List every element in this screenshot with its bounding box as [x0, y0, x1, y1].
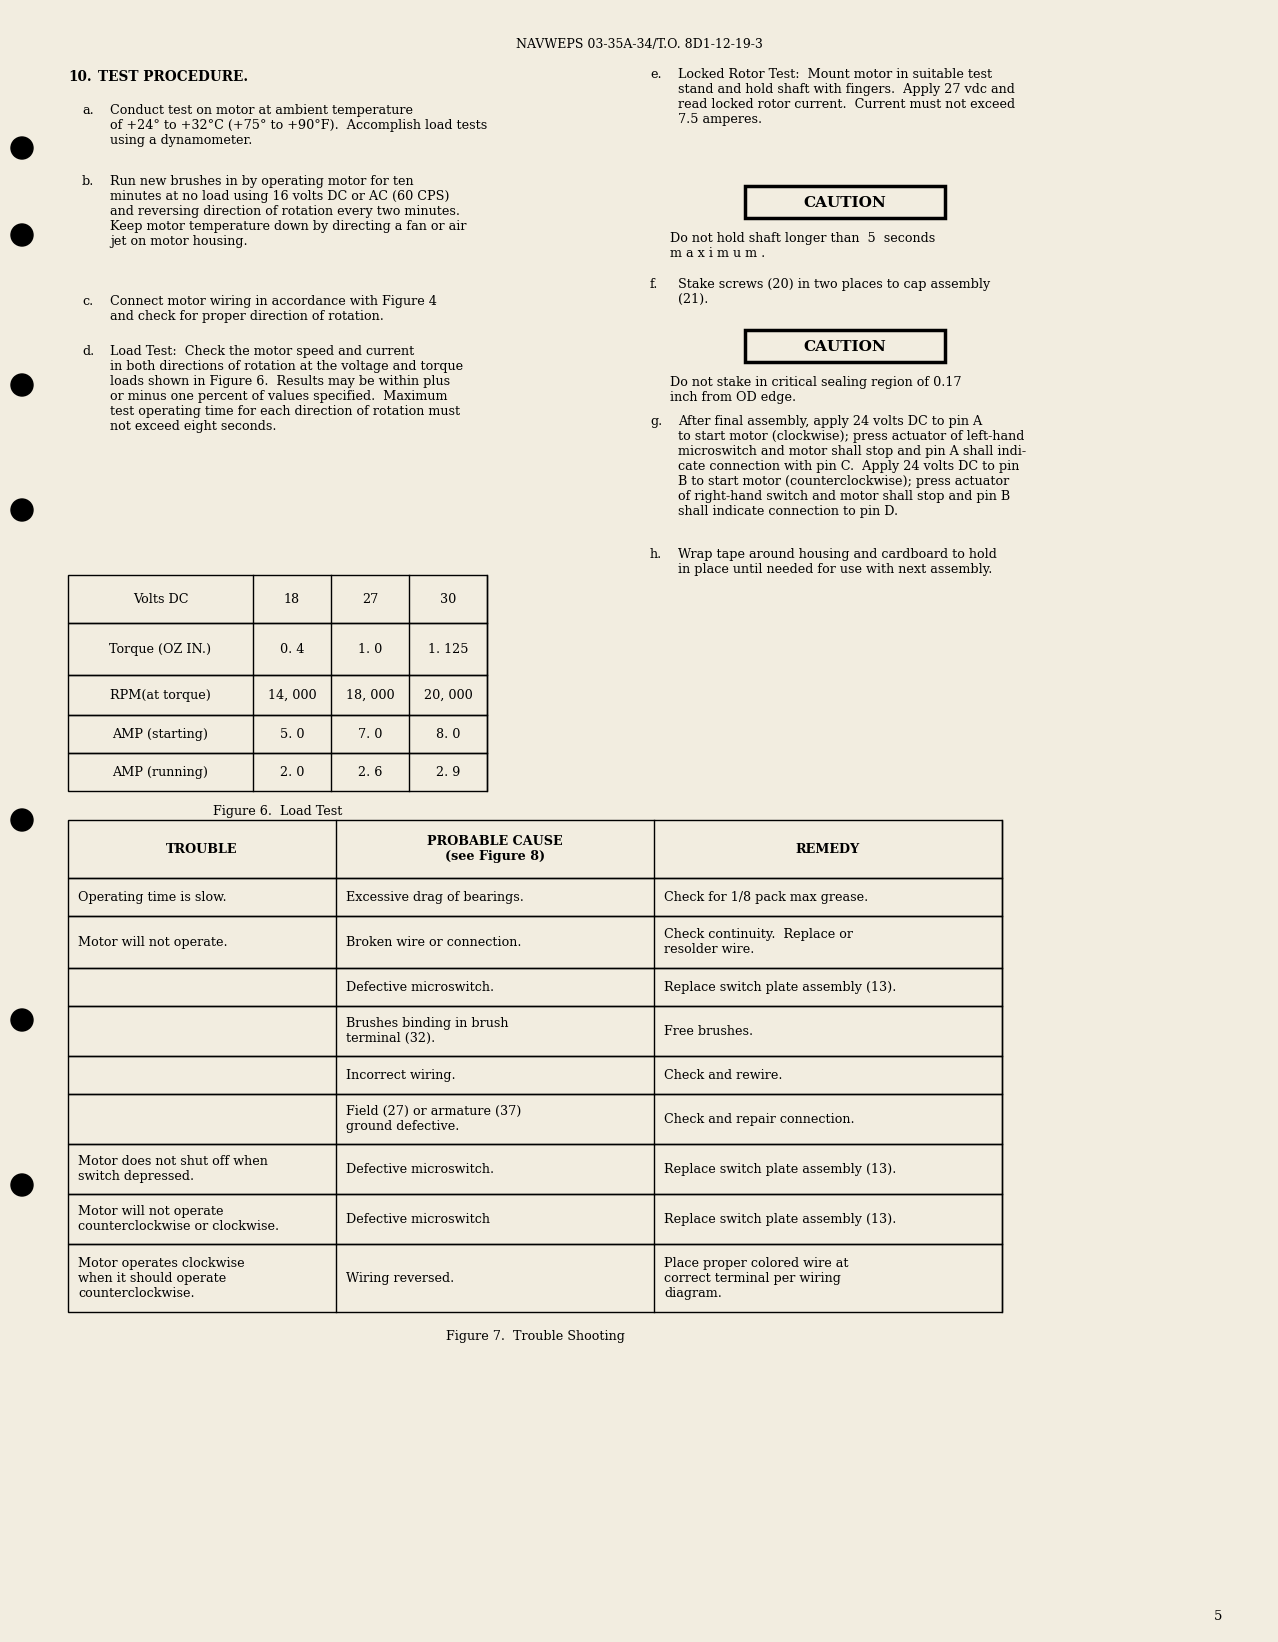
Text: PROBABLE CAUSE
(see Figure 8): PROBABLE CAUSE (see Figure 8): [427, 836, 562, 864]
Text: Operating time is slow.: Operating time is slow.: [78, 890, 226, 903]
Bar: [68, 1194, 1002, 1245]
Text: Volts DC: Volts DC: [133, 593, 188, 606]
Text: Motor will not operate
counterclockwise or clockwise.: Motor will not operate counterclockwise …: [78, 1205, 279, 1233]
Circle shape: [12, 810, 33, 831]
Text: 14, 000: 14, 000: [267, 688, 317, 701]
Text: h.: h.: [651, 548, 662, 562]
Text: CAUTION: CAUTION: [804, 195, 887, 210]
Text: f.: f.: [651, 277, 658, 291]
Text: Connect motor wiring in accordance with Figure 4
and check for proper direction : Connect motor wiring in accordance with …: [110, 296, 437, 323]
Text: Check continuity.  Replace or
resolder wire.: Check continuity. Replace or resolder wi…: [665, 928, 852, 956]
Text: CAUTION: CAUTION: [804, 340, 887, 355]
Text: d.: d.: [82, 345, 95, 358]
Circle shape: [12, 223, 33, 246]
Text: AMP (starting): AMP (starting): [112, 727, 208, 741]
Text: Locked Rotor Test:  Mount motor in suitable test
stand and hold shaft with finge: Locked Rotor Test: Mount motor in suitab…: [679, 67, 1015, 126]
Text: Check for 1/8 pack max grease.: Check for 1/8 pack max grease.: [665, 890, 868, 903]
Circle shape: [12, 1008, 33, 1031]
Text: Torque (OZ IN.): Torque (OZ IN.): [110, 642, 212, 655]
Text: 2. 0: 2. 0: [280, 765, 304, 778]
Text: Do not hold shaft longer than  5  seconds
m a x i m u m .: Do not hold shaft longer than 5 seconds …: [670, 232, 935, 259]
Text: Defective microswitch: Defective microswitch: [346, 1212, 489, 1225]
Text: Place proper colored wire at
correct terminal per wiring
diagram.: Place proper colored wire at correct ter…: [665, 1256, 849, 1299]
Text: Run new brushes in by operating motor for ten
minutes at no load using 16 volts : Run new brushes in by operating motor fo…: [110, 176, 466, 248]
Text: Conduct test on motor at ambient temperature
of +24° to +32°C (+75° to +90°F).  : Conduct test on motor at ambient tempera…: [110, 103, 487, 148]
Text: 5: 5: [1214, 1611, 1222, 1622]
Text: Stake screws (20) in two places to cap assembly
(21).: Stake screws (20) in two places to cap a…: [679, 277, 990, 305]
Text: 5. 0: 5. 0: [280, 727, 304, 741]
Bar: [745, 330, 944, 361]
Text: 18: 18: [284, 593, 300, 606]
Text: RPM(at torque): RPM(at torque): [110, 688, 211, 701]
Text: g.: g.: [651, 415, 662, 429]
Bar: [68, 1245, 1002, 1312]
Text: 18, 000: 18, 000: [345, 688, 395, 701]
Text: 27: 27: [362, 593, 378, 606]
Text: Broken wire or connection.: Broken wire or connection.: [346, 936, 521, 949]
Bar: [68, 675, 487, 714]
Text: Motor will not operate.: Motor will not operate.: [78, 936, 227, 949]
Circle shape: [12, 374, 33, 396]
Text: b.: b.: [82, 176, 95, 187]
Circle shape: [12, 1174, 33, 1195]
Bar: [68, 1094, 1002, 1144]
Text: 20, 000: 20, 000: [423, 688, 473, 701]
Text: Wrap tape around housing and cardboard to hold
in place until needed for use wit: Wrap tape around housing and cardboard t…: [679, 548, 997, 576]
Text: Wiring reversed.: Wiring reversed.: [346, 1271, 454, 1284]
Text: Replace switch plate assembly (13).: Replace switch plate assembly (13).: [665, 1163, 896, 1176]
Text: REMEDY: REMEDY: [796, 842, 860, 855]
Circle shape: [12, 499, 33, 521]
Text: After final assembly, apply 24 volts DC to pin A
to start motor (clockwise); pre: After final assembly, apply 24 volts DC …: [679, 415, 1026, 517]
Text: Do not stake in critical sealing region of 0.17
inch from OD edge.: Do not stake in critical sealing region …: [670, 376, 961, 404]
Text: TROUBLE: TROUBLE: [166, 842, 238, 855]
Text: Motor does not shut off when
switch depressed.: Motor does not shut off when switch depr…: [78, 1154, 268, 1182]
Text: Replace switch plate assembly (13).: Replace switch plate assembly (13).: [665, 980, 896, 993]
Text: Defective microswitch.: Defective microswitch.: [346, 980, 495, 993]
Bar: [68, 575, 487, 622]
Bar: [745, 186, 944, 218]
Text: TEST PROCEDURE.: TEST PROCEDURE.: [98, 71, 248, 84]
Text: 2. 9: 2. 9: [436, 765, 460, 778]
Text: Brushes binding in brush
terminal (32).: Brushes binding in brush terminal (32).: [346, 1016, 509, 1044]
Text: AMP (running): AMP (running): [112, 765, 208, 778]
Text: Motor operates clockwise
when it should operate
counterclockwise.: Motor operates clockwise when it should …: [78, 1256, 244, 1299]
Text: Figure 7.  Trouble Shooting: Figure 7. Trouble Shooting: [446, 1330, 625, 1343]
Text: Figure 6.  Load Test: Figure 6. Load Test: [213, 805, 343, 818]
Circle shape: [12, 136, 33, 159]
Bar: [68, 1056, 1002, 1094]
Text: 8. 0: 8. 0: [436, 727, 460, 741]
Text: Defective microswitch.: Defective microswitch.: [346, 1163, 495, 1176]
Text: NAVWEPS 03-35A-34/T.O. 8D1-12-19-3: NAVWEPS 03-35A-34/T.O. 8D1-12-19-3: [515, 38, 763, 51]
Bar: [68, 878, 1002, 916]
Text: 1. 125: 1. 125: [428, 642, 468, 655]
Text: 10.: 10.: [68, 71, 92, 84]
Text: 7. 0: 7. 0: [358, 727, 382, 741]
Text: e.: e.: [651, 67, 662, 80]
Bar: [68, 969, 1002, 1007]
Text: Field (27) or armature (37)
ground defective.: Field (27) or armature (37) ground defec…: [346, 1105, 521, 1133]
Text: a.: a.: [82, 103, 93, 117]
Text: 30: 30: [440, 593, 456, 606]
Text: 1. 0: 1. 0: [358, 642, 382, 655]
Text: 0. 4: 0. 4: [280, 642, 304, 655]
Text: Check and rewire.: Check and rewire.: [665, 1069, 782, 1082]
Text: Incorrect wiring.: Incorrect wiring.: [346, 1069, 456, 1082]
Bar: [68, 1144, 1002, 1194]
Text: Free brushes.: Free brushes.: [665, 1025, 753, 1038]
Bar: [68, 916, 1002, 969]
Bar: [68, 1007, 1002, 1056]
Bar: [68, 819, 1002, 878]
Text: Check and repair connection.: Check and repair connection.: [665, 1113, 855, 1125]
Bar: [68, 714, 487, 754]
Text: 2. 6: 2. 6: [358, 765, 382, 778]
Bar: [68, 622, 487, 675]
Text: Excessive drag of bearings.: Excessive drag of bearings.: [346, 890, 524, 903]
Bar: [68, 754, 487, 791]
Text: c.: c.: [82, 296, 93, 309]
Text: Load Test:  Check the motor speed and current
in both directions of rotation at : Load Test: Check the motor speed and cur…: [110, 345, 463, 433]
Text: Replace switch plate assembly (13).: Replace switch plate assembly (13).: [665, 1212, 896, 1225]
